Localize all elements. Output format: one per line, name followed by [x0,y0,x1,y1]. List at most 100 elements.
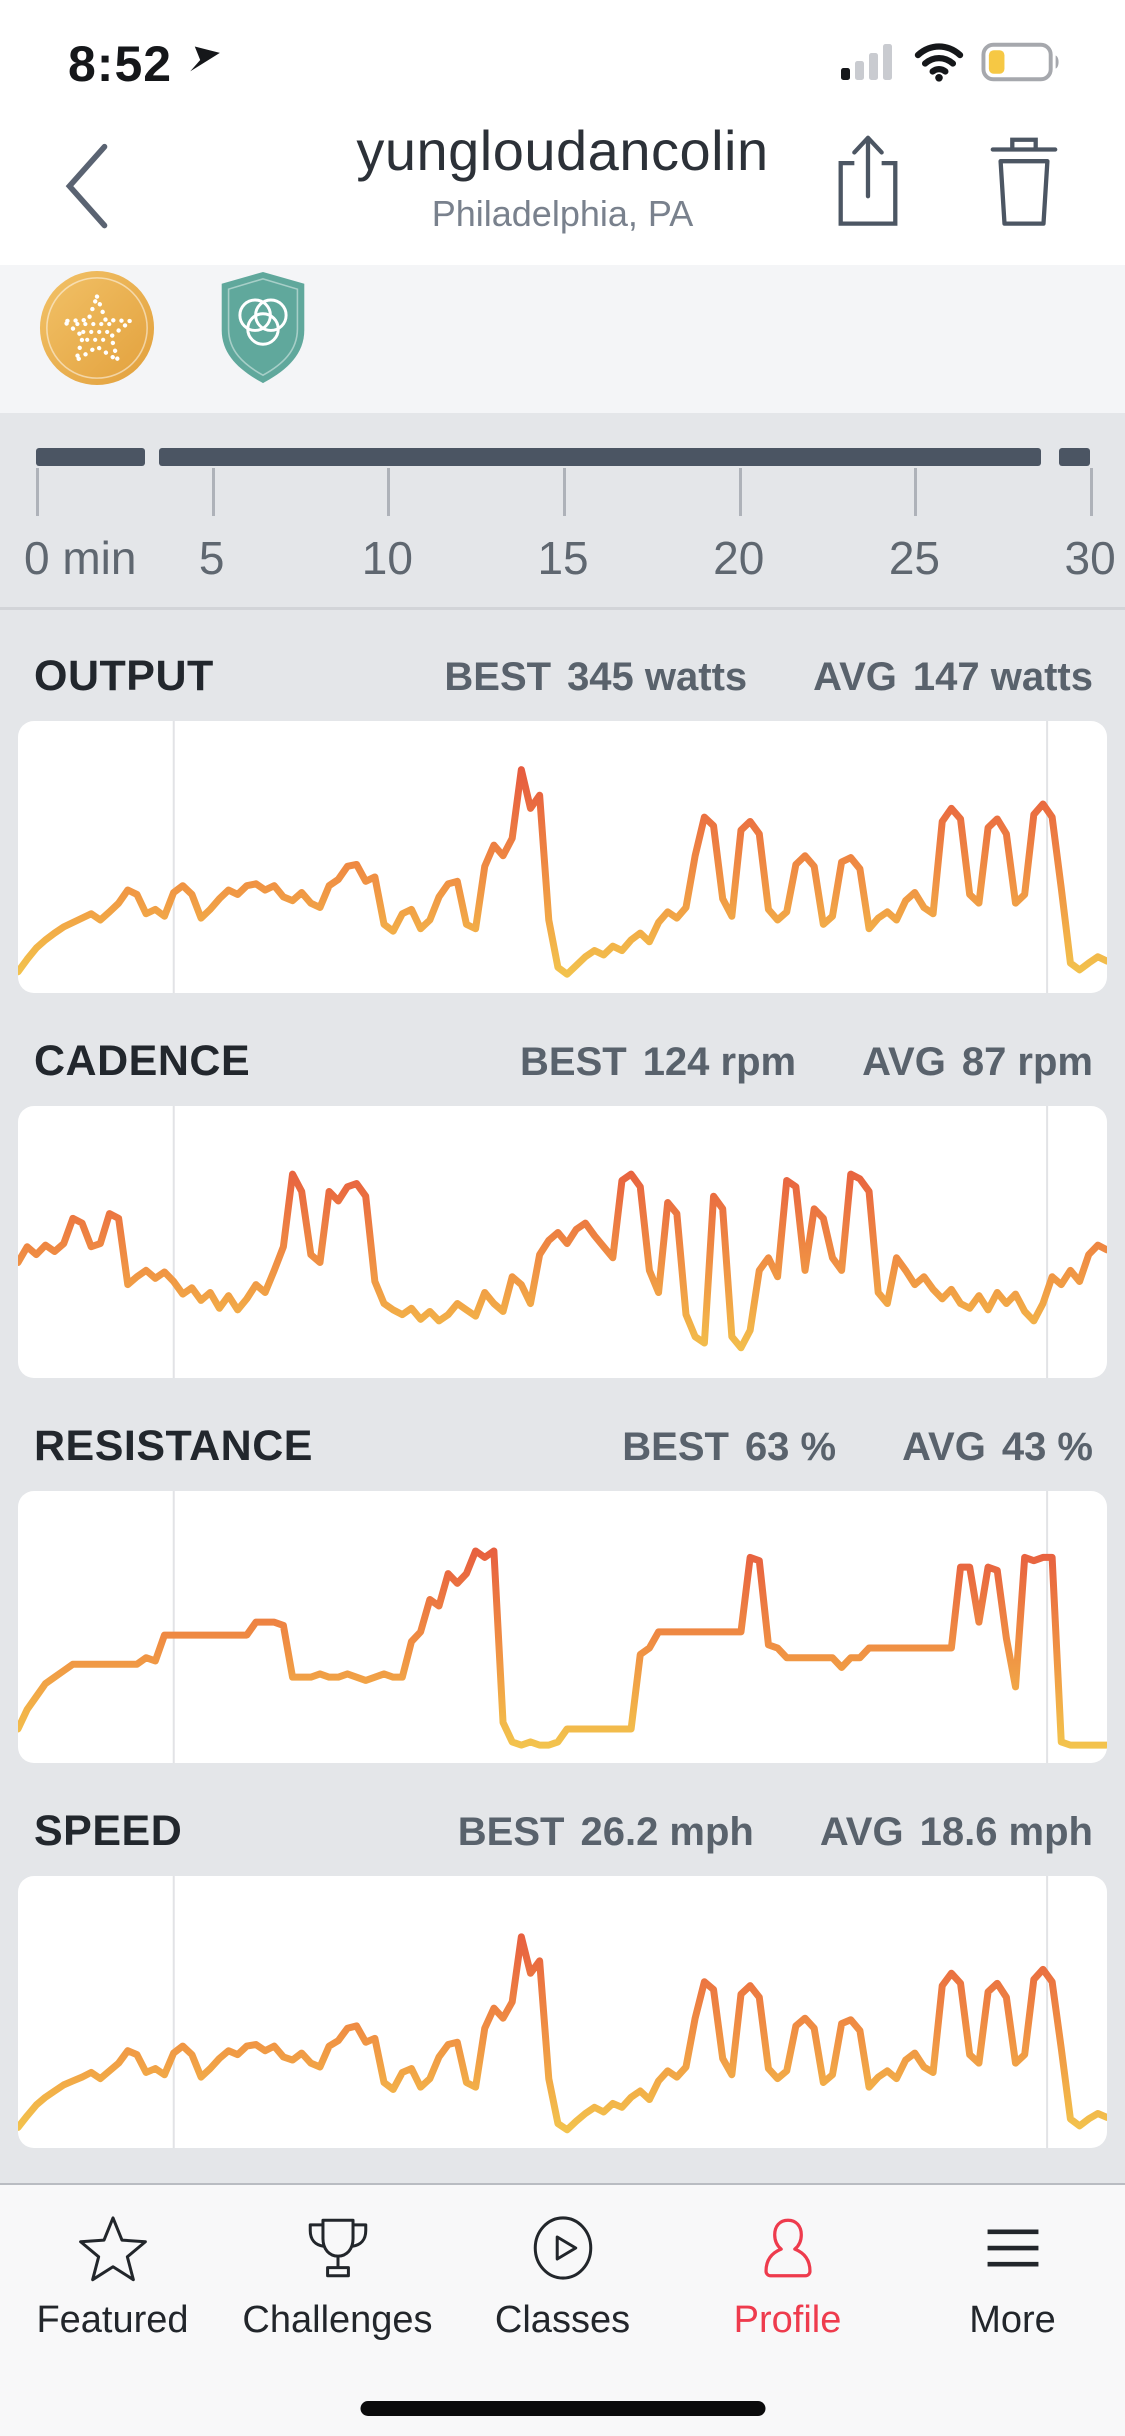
timeline-label: 10 [361,532,413,584]
home-indicator[interactable] [360,2401,765,2416]
timeline-tick [36,468,39,516]
menu-icon [976,2211,1050,2285]
tab-featured[interactable]: Featured [0,2211,225,2342]
timeline-label: 15 [537,532,589,584]
page-title: yungloudancolin [356,119,769,182]
timeline-tick [914,468,918,516]
tab-profile[interactable]: Profile [675,2211,900,2342]
resistance-chart-panel [18,1491,1107,1763]
delete-button[interactable] [985,130,1063,230]
timeline-segment [1058,448,1091,466]
resistance-title: RESISTANCE [34,1422,313,1470]
resistance-line-chart [18,1491,1107,1763]
tab-label: More [969,2299,1056,2341]
resistance-series-line [18,1551,1107,1745]
location-arrow-icon [182,42,222,87]
timeline-tick [1090,468,1094,516]
best-value: 26.2 mph [580,1810,754,1854]
output-title: OUTPUT [34,652,214,700]
chart-section-output: OUTPUT BEST 345 watts AVG 147 watts [18,652,1107,993]
battery-icon [981,42,1063,87]
speed-title: SPEED [34,1807,183,1855]
best-label: BEST [444,655,552,699]
timeline-tick [211,468,215,516]
tab-more[interactable]: More [900,2211,1125,2342]
dotted-star-icon [57,290,137,366]
page-subtitle: Philadelphia, PA [431,193,694,234]
back-button[interactable] [52,138,122,229]
speed-chart-panel [18,1876,1107,2148]
avg-value: 147 watts [912,655,1093,699]
star-icon [76,2211,150,2285]
best-label: BEST [520,1040,627,1084]
avg-label: AVG [819,1810,904,1854]
best-value: 345 watts [567,655,748,699]
speed-line-chart [18,1876,1107,2148]
battery-fill [988,49,1005,74]
timeline-segment [158,448,1041,466]
chart-section-cadence: CADENCE BEST 124 rpm AVG 87 rpm [18,1037,1107,1378]
timeline-tick [738,468,742,516]
cadence-line-chart [18,1106,1107,1378]
avg-label: AVG [862,1040,946,1084]
avg-value: 87 rpm [961,1040,1093,1084]
timeline-tick [563,468,567,516]
output-stats: BEST 345 watts AVG 147 watts [444,655,1093,700]
avg-label: AVG [813,655,897,699]
badge-dotted-star-medal[interactable] [38,269,156,387]
avg-label: AVG [902,1425,986,1469]
speed-series-line [18,1937,1107,2130]
chevron-left-icon [65,143,108,229]
cadence-title: CADENCE [34,1037,251,1085]
play-circle-icon [526,2211,600,2285]
output-chart-panel [18,721,1107,993]
metric-charts: OUTPUT BEST 345 watts AVG 147 watts CADENC… [0,610,1125,2202]
tab-label: Challenges [242,2299,433,2341]
cadence-stats: BEST 124 rpm AVG 87 rpm [520,1040,1093,1085]
timeline-label: 30 [1064,532,1116,584]
timeline-plot: 0 min 5 10 15 20 25 30 [0,413,1125,607]
chart-section-speed: SPEED BEST 26.2 mph AVG 18.6 mph [18,1807,1107,2148]
best-label: BEST [457,1810,565,1854]
timeline-segment [36,448,145,466]
best-value: 124 rpm [642,1040,797,1084]
achievement-badges [0,265,1125,413]
tab-label: Profile [733,2299,842,2341]
tab-classes[interactable]: Classes [450,2211,675,2342]
wifi-icon [913,42,965,87]
tab-challenges[interactable]: Challenges [225,2211,450,2342]
status-bar: 8:52 [0,0,1125,100]
tab-label: Featured [36,2299,189,2341]
timeline-label: 20 [713,532,765,584]
workout-timeline: 0 min 5 10 15 20 25 30 [0,413,1125,607]
chart-section-resistance: RESISTANCE BEST 63 % AVG 43 % [18,1422,1107,1763]
tab-label: Classes [494,2299,631,2341]
share-button[interactable] [829,130,907,230]
output-line-chart [18,721,1107,993]
resistance-stats: BEST 63 % AVG 43 % [622,1425,1093,1470]
timeline-label: 25 [888,532,941,584]
person-icon [751,2211,825,2285]
divider [0,607,1125,610]
cadence-chart-panel [18,1106,1107,1378]
timeline-tick [387,468,391,516]
trash-icon [990,137,1058,226]
timeline-label: 5 [198,532,225,584]
header: yungloudancolin Philadelphia, PA [0,100,1125,265]
best-label: BEST [622,1425,729,1469]
best-value: 63 % [744,1425,837,1469]
cellular-signal-icon [841,43,897,85]
trophy-icon [301,2211,375,2285]
output-series-line [18,770,1107,975]
badge-venn-shield[interactable] [204,269,322,387]
avg-value: 18.6 mph [919,1810,1093,1854]
share-icon [838,135,898,226]
cadence-series-line [18,1174,1107,1348]
venn-circles-icon [238,298,288,346]
avg-value: 43 % [1001,1425,1093,1469]
tab-bar: Featured Challenges Classes [0,2183,1125,2436]
speed-stats: BEST 26.2 mph AVG 18.6 mph [458,1810,1093,1855]
clock-time: 8:52 [68,36,173,92]
timeline-label: 0 min [24,532,137,584]
